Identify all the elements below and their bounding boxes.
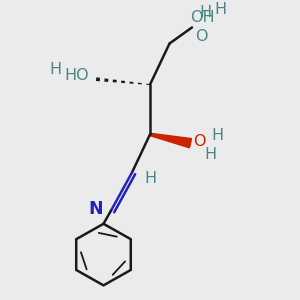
Text: H: H [212, 128, 224, 143]
Text: HO: HO [64, 68, 88, 83]
Text: H: H [214, 2, 226, 17]
Text: OH: OH [190, 10, 215, 25]
Text: N: N [89, 200, 104, 218]
Text: H: H [204, 147, 216, 162]
Text: H: H [144, 171, 156, 186]
Text: H: H [200, 5, 211, 20]
Text: O: O [194, 134, 206, 149]
Text: H: H [50, 62, 61, 77]
Polygon shape [150, 133, 191, 148]
Text: O: O [195, 29, 208, 44]
